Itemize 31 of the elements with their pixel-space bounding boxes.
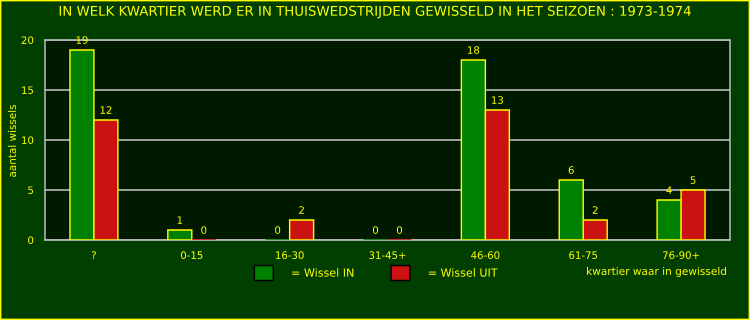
y-tick-label: 15 bbox=[22, 86, 34, 94]
bar bbox=[167, 229, 192, 240]
x-tick-label: 76-90+ bbox=[662, 251, 699, 259]
data-label: 13 bbox=[492, 96, 503, 104]
data-label: 5 bbox=[690, 176, 696, 184]
data-label: 0 bbox=[396, 226, 402, 234]
y-tick-label: 10 bbox=[22, 136, 34, 144]
x-tick-label: ? bbox=[92, 251, 96, 259]
x-axis-title: kwartier waar in gewisseld bbox=[587, 266, 726, 278]
data-label: 0 bbox=[372, 226, 378, 234]
x-tick-label: 0-15 bbox=[180, 251, 202, 259]
legend-label: = Wissel IN bbox=[292, 268, 354, 277]
data-label: 6 bbox=[568, 166, 574, 174]
x-tick-label: 31-45+ bbox=[369, 251, 406, 259]
y-tick-label: 0 bbox=[28, 236, 34, 244]
x-tick-label: 16-30 bbox=[276, 251, 304, 259]
data-label: 0 bbox=[275, 226, 280, 234]
data-label: 12 bbox=[100, 106, 112, 114]
data-label: 18 bbox=[468, 46, 480, 54]
y-tick-label: 20 bbox=[22, 36, 34, 44]
chart-title: IN WELK KWARTIER WERD ER IN THUISWEDSTRIJDEN GEWISSELD IN HET SEIZOEN : 1973-1974 bbox=[60, 6, 691, 18]
data-label: 1 bbox=[178, 216, 182, 224]
data-label: 2 bbox=[592, 206, 598, 214]
x-tick-label: 46-60 bbox=[471, 251, 500, 259]
legend-label: = Wissel UIT bbox=[428, 268, 498, 277]
data-label: 2 bbox=[299, 206, 304, 214]
data-label: 0 bbox=[201, 226, 206, 234]
y-axis-title: aantal wissels bbox=[8, 104, 16, 177]
x-tick-label: 61-75 bbox=[569, 251, 598, 259]
y-tick-label: 5 bbox=[28, 186, 34, 194]
bar bbox=[288, 219, 314, 240]
